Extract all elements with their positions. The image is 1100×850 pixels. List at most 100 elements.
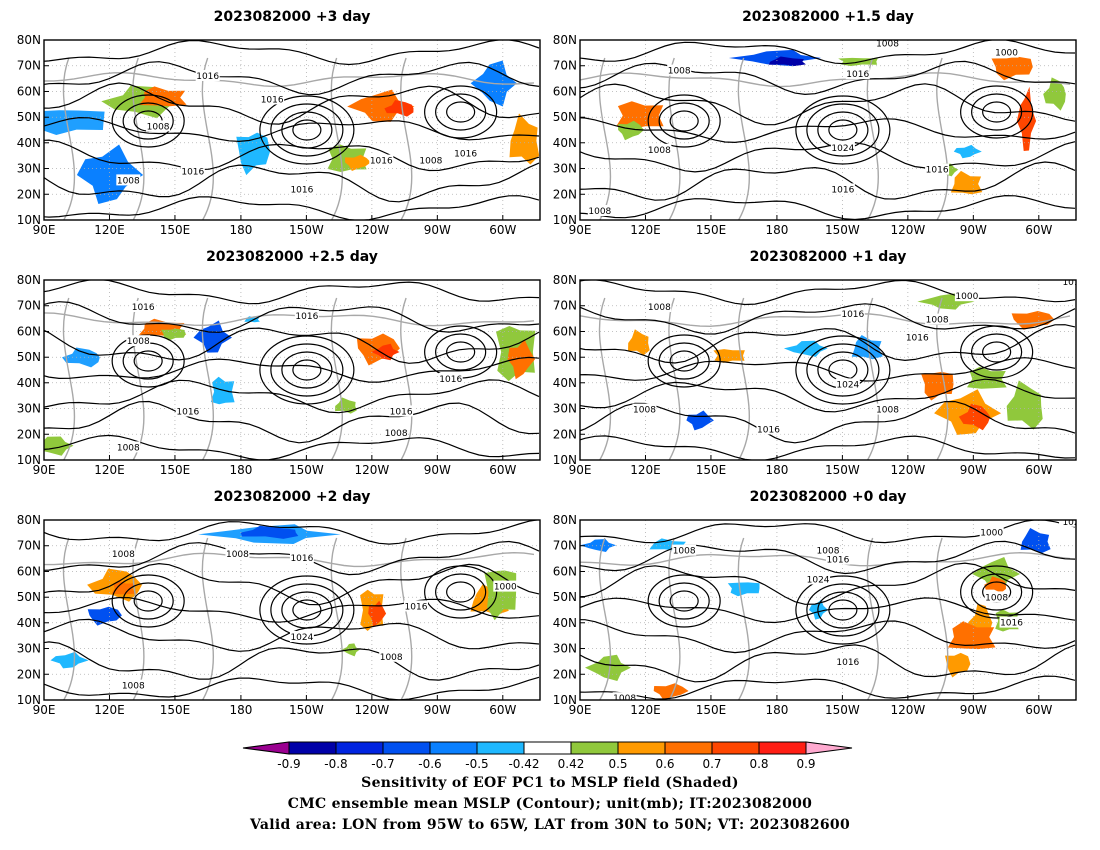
- sensitivity-shading: [236, 132, 270, 176]
- lon-tick-label: 120E: [94, 223, 125, 237]
- lat-tick-label: 60N: [17, 324, 41, 338]
- lat-tick-label: 20N: [553, 187, 577, 201]
- lon-tick-label: 150W: [825, 463, 860, 477]
- lon-tick-label: 90W: [960, 223, 987, 237]
- lon-tick-label: 90W: [960, 703, 987, 717]
- pressure-cell: [658, 582, 710, 620]
- lat-tick-label: 30N: [553, 162, 577, 176]
- lon-tick-label: 120E: [630, 223, 661, 237]
- lat-tick-label: 80N: [17, 513, 41, 527]
- lon-tick-label: 180: [229, 223, 252, 237]
- sensitivity-shading: [193, 320, 232, 353]
- coastline: [737, 537, 750, 700]
- lon-tick-label: 150W: [289, 223, 324, 237]
- sensitivity-shading: [585, 654, 631, 681]
- contour-label-bg: [806, 573, 831, 585]
- contour-label-bg: [999, 616, 1024, 628]
- lat-tick-label: 20N: [553, 427, 577, 441]
- contour-label-bg: [116, 174, 141, 186]
- lat-tick-label: 80N: [553, 273, 577, 287]
- isobar: [580, 60, 1076, 96]
- sensitivity-shading: [953, 144, 982, 159]
- contour-label-bg: [438, 373, 463, 384]
- lon-tick-label: 120E: [630, 463, 661, 477]
- pressure-cell: [259, 335, 355, 405]
- colorbar-arrow-high: [805, 741, 853, 755]
- coastline: [330, 537, 343, 700]
- contour-label-bg: [875, 40, 900, 49]
- pressure-cell: [806, 343, 880, 397]
- contour-label-bg: [260, 93, 285, 105]
- contour-label-bg: [825, 553, 850, 565]
- contour-label: 1008: [876, 40, 899, 50]
- pressure-cell: [806, 583, 880, 637]
- map-panel: 2023082000 +3 day10161016100810081016101…: [17, 9, 541, 237]
- isobar: [580, 117, 1076, 144]
- contour-label-bg: [672, 544, 697, 556]
- lat-tick-label: 30N: [17, 642, 41, 656]
- contour-label-bg: [925, 163, 950, 175]
- pressure-cell: [435, 333, 487, 371]
- contour-label-bg: [389, 405, 414, 417]
- contour-label-bg: [195, 70, 220, 81]
- isobar: [44, 434, 540, 460]
- colorbar-segment: [523, 741, 572, 755]
- sensitivity-shading: [384, 100, 414, 117]
- lon-tick-label: 150E: [696, 223, 727, 237]
- lat-tick-label: 20N: [553, 667, 577, 681]
- lon-tick-label: 120W: [890, 223, 925, 237]
- coastline: [668, 297, 681, 460]
- isobar: [44, 280, 540, 305]
- lat-tick-label: 50N: [17, 110, 41, 124]
- pressure-cell: [435, 93, 487, 131]
- contour-label-bg: [121, 679, 146, 691]
- contour-label-bg: [612, 692, 637, 700]
- pressure-cell: [122, 102, 174, 140]
- pressure-cell: [828, 119, 858, 141]
- isobar: [44, 400, 540, 444]
- contour-label-bg: [289, 183, 314, 195]
- contour-label-bg: [180, 165, 205, 177]
- lat-tick-label: 40N: [553, 616, 577, 630]
- lon-tick-label: 60W: [489, 463, 516, 477]
- lon-tick-label: 90E: [569, 463, 592, 477]
- lon-tick-label: 90W: [424, 703, 451, 717]
- lon-tick-label: 90E: [569, 703, 592, 717]
- contour-label-bg: [830, 142, 855, 153]
- contour-label-bg: [905, 331, 930, 343]
- pressure-cell: [133, 350, 163, 372]
- coastline: [132, 57, 145, 220]
- pressure-cell: [133, 590, 163, 612]
- contour-label: 1008: [385, 429, 408, 439]
- lon-tick-label: 180: [765, 223, 788, 237]
- pressure-cell: [446, 341, 476, 363]
- lon-tick-label: 120E: [94, 703, 125, 717]
- colorbar-segment: [288, 741, 337, 755]
- pressure-cell: [982, 341, 1012, 363]
- contour-label: 1008: [668, 67, 691, 77]
- lon-tick-label: 120W: [354, 223, 389, 237]
- colorbar-segment: [664, 741, 713, 755]
- contour-label: 1016: [836, 658, 859, 668]
- coastline: [400, 57, 413, 220]
- lon-tick-label: 120E: [630, 703, 661, 717]
- caption-line-3: Valid area: LON from 95W to 65W, LAT fro…: [249, 817, 851, 833]
- lat-tick-label: 10N: [17, 213, 41, 227]
- sensitivity-shading: [1016, 86, 1037, 151]
- lon-tick-label: 150E: [696, 463, 727, 477]
- contour-label-bg: [1059, 520, 1076, 527]
- colorbar-segment: [335, 741, 384, 755]
- contour-label-bg: [294, 310, 319, 321]
- contour-label: 1016: [261, 95, 284, 105]
- sensitivity-shading: [484, 570, 517, 621]
- coastline: [936, 57, 949, 220]
- pressure-cell: [424, 85, 498, 139]
- contour-label: 1016: [757, 425, 780, 435]
- lat-tick-label: 40N: [17, 136, 41, 150]
- isobar: [44, 520, 540, 545]
- colorbar-tick-label: 0.6: [655, 757, 674, 771]
- lon-tick-label: 60W: [489, 223, 516, 237]
- lon-tick-label: 120W: [354, 463, 389, 477]
- sensitivity-shading: [972, 557, 1021, 590]
